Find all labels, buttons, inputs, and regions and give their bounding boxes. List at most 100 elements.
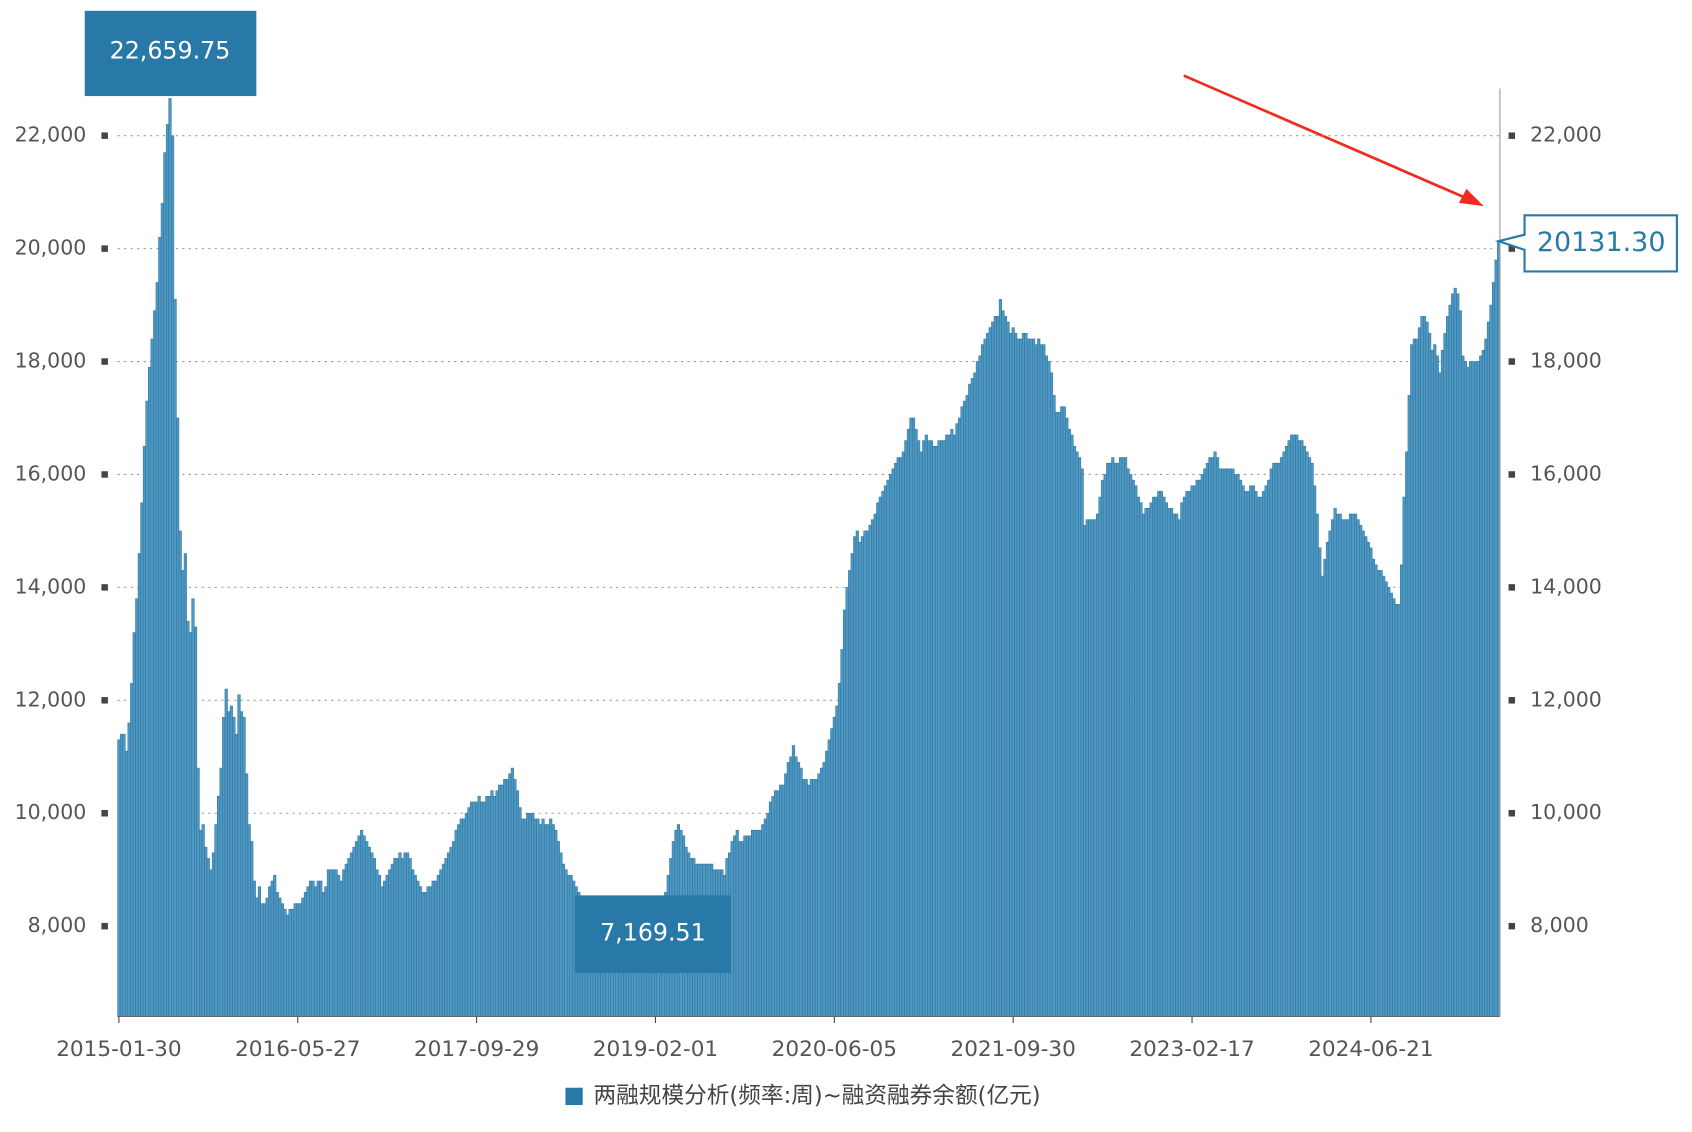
bar: [822, 762, 826, 1017]
bar: [1136, 496, 1140, 1017]
bar: [973, 372, 977, 1017]
bar: [1037, 338, 1041, 1017]
bar: [168, 98, 172, 1017]
bar: [130, 683, 134, 1017]
bar: [273, 875, 277, 1017]
bar: [1425, 321, 1429, 1017]
bar: [1356, 519, 1360, 1017]
bar: [1354, 513, 1358, 1017]
bar: [457, 824, 461, 1017]
bar: [1394, 604, 1398, 1017]
bar: [901, 451, 905, 1017]
bar: [331, 869, 336, 1017]
y-tick-label: 12,000: [15, 687, 87, 711]
bar: [927, 440, 931, 1017]
bar: [436, 875, 440, 1017]
bar: [533, 818, 537, 1017]
bar: [1428, 333, 1432, 1017]
bar: [426, 886, 430, 1017]
bar: [117, 739, 121, 1017]
bar: [132, 632, 136, 1017]
bar: [730, 841, 734, 1017]
bar: [873, 513, 877, 1017]
bar: [952, 434, 956, 1017]
x-tick-label: 2017-09-29: [414, 1037, 539, 1062]
bar: [561, 863, 566, 1017]
bar: [651, 972, 655, 1017]
bar: [957, 417, 962, 1017]
x-tick-label: 2016-05-27: [235, 1037, 360, 1062]
bar: [464, 812, 468, 1017]
bar: [441, 863, 445, 1017]
bar: [454, 829, 458, 1017]
bar: [1185, 491, 1189, 1017]
bar: [960, 406, 964, 1017]
bar: [122, 733, 126, 1017]
bar: [1047, 361, 1051, 1017]
bar: [878, 496, 882, 1017]
bar: [444, 858, 448, 1017]
bar: [1228, 468, 1232, 1017]
bar: [1083, 525, 1087, 1017]
bar: [1402, 496, 1406, 1017]
legend-label[interactable]: 两融规模分析(频率:周)~融资融券余额(亿元): [593, 1083, 1040, 1109]
bar: [1371, 558, 1375, 1017]
legend-swatch[interactable]: [565, 1087, 583, 1106]
bar: [1182, 496, 1186, 1017]
bar: [955, 423, 959, 1017]
y2-tick-label: 18,000: [1530, 349, 1602, 373]
bar: [429, 886, 433, 1017]
bar: [848, 570, 852, 1017]
bar: [761, 824, 765, 1017]
bar: [513, 779, 517, 1017]
x-tick-label: 2019-02-01: [593, 1037, 718, 1062]
bar: [431, 880, 435, 1017]
bar: [909, 417, 913, 1017]
bar: [255, 897, 259, 1017]
bar: [965, 395, 969, 1017]
bar: [1029, 338, 1033, 1017]
bar: [393, 858, 397, 1017]
value-label-box: [1494, 214, 1678, 273]
bar: [206, 858, 210, 1017]
bar: [978, 355, 982, 1017]
value-label-box: [84, 10, 257, 97]
bar: [1167, 508, 1171, 1017]
bar: [485, 796, 489, 1017]
bar: [503, 779, 507, 1017]
bar: [127, 722, 131, 1017]
bar: [1423, 316, 1427, 1017]
bar: [751, 829, 755, 1017]
bar: [1295, 434, 1299, 1017]
bar: [888, 474, 893, 1017]
y2-tick-label: 8,000: [1530, 913, 1589, 937]
bar: [738, 841, 742, 1017]
bar: [1019, 338, 1023, 1017]
bar: [641, 965, 645, 1017]
bar: [1251, 485, 1255, 1017]
bar: [510, 767, 514, 1017]
bar: [733, 835, 737, 1017]
bar: [863, 530, 867, 1017]
bar: [753, 829, 757, 1017]
bar: [919, 451, 923, 1017]
bar: [515, 790, 520, 1017]
bar: [1290, 434, 1294, 1017]
bar: [301, 897, 305, 1017]
y-tick-mark: [101, 132, 108, 139]
bar: [1254, 491, 1258, 1017]
bar: [896, 457, 900, 1017]
bar: [306, 886, 310, 1017]
bar: [1318, 547, 1322, 1017]
bar: [740, 841, 744, 1017]
bar: [487, 796, 491, 1017]
bar: [786, 762, 790, 1017]
bar: [1287, 440, 1291, 1017]
bar: [996, 316, 1000, 1017]
bar: [1147, 508, 1151, 1017]
bar: [308, 880, 313, 1017]
bar: [288, 908, 292, 1017]
value-label: 20131.30: [1537, 227, 1666, 258]
bar: [344, 863, 348, 1017]
bar: [1236, 474, 1240, 1017]
